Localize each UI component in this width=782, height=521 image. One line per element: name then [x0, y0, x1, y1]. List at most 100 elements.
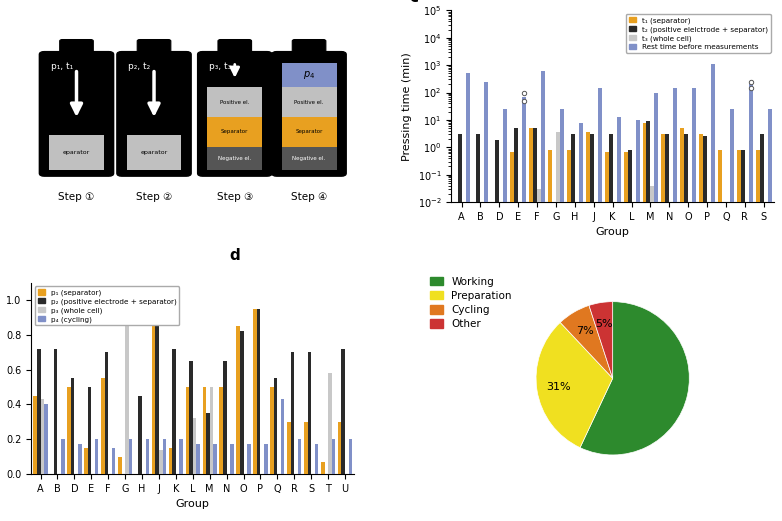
Text: eparator: eparator — [63, 150, 90, 155]
Bar — [737, 150, 741, 521]
Bar — [764, 202, 768, 521]
Bar — [282, 87, 336, 117]
Bar — [71, 378, 74, 474]
Bar — [282, 64, 336, 87]
Text: Positive el.: Positive el. — [294, 100, 324, 105]
Bar — [457, 134, 461, 521]
Bar — [41, 399, 44, 474]
Text: p₄: p₄ — [283, 62, 292, 71]
Bar — [145, 439, 149, 474]
FancyBboxPatch shape — [218, 40, 252, 56]
Bar — [240, 331, 243, 474]
Text: Negative el.: Negative el. — [292, 156, 325, 161]
Bar — [125, 317, 129, 474]
Bar — [264, 444, 267, 474]
Bar — [491, 202, 495, 521]
Bar — [741, 150, 745, 521]
Bar — [159, 450, 163, 474]
Bar — [533, 128, 537, 521]
Bar — [608, 134, 612, 521]
Bar — [193, 418, 196, 474]
Bar — [37, 349, 41, 474]
Text: p₂, t₂: p₂, t₂ — [128, 62, 150, 71]
Bar — [163, 439, 166, 474]
Bar — [61, 439, 65, 474]
FancyBboxPatch shape — [198, 52, 272, 176]
Bar — [236, 326, 240, 474]
Bar — [206, 413, 210, 474]
X-axis label: Group: Group — [596, 227, 630, 237]
Bar — [567, 150, 571, 521]
Bar — [253, 308, 256, 474]
FancyBboxPatch shape — [272, 52, 346, 176]
Text: Step ③: Step ③ — [217, 192, 253, 203]
Bar — [552, 202, 556, 521]
Bar — [169, 448, 172, 474]
Bar — [95, 439, 99, 474]
Bar — [579, 122, 583, 521]
Bar — [156, 321, 159, 474]
Point — [744, 83, 757, 92]
FancyBboxPatch shape — [137, 40, 170, 56]
X-axis label: Group: Group — [176, 500, 210, 510]
Bar — [537, 189, 541, 521]
Bar — [207, 87, 262, 117]
FancyBboxPatch shape — [292, 40, 326, 56]
Text: Separator: Separator — [296, 129, 323, 134]
Wedge shape — [560, 305, 612, 378]
Bar — [179, 439, 183, 474]
Bar — [44, 404, 48, 474]
Bar — [476, 134, 480, 521]
Bar — [500, 202, 504, 521]
Bar — [282, 117, 336, 146]
Bar — [699, 134, 703, 521]
Bar — [220, 387, 223, 474]
Bar — [511, 152, 515, 521]
Bar — [571, 134, 575, 521]
Bar — [745, 202, 749, 521]
Bar — [342, 349, 345, 474]
Bar — [480, 202, 484, 521]
Bar — [118, 457, 121, 474]
Bar — [484, 82, 489, 521]
Legend: p₁ (separator), p₂ (positive electrode + separator), p₃ (whole cell), p₄ (cyclin: p₁ (separator), p₂ (positive electrode +… — [35, 286, 179, 326]
Text: Positive el.: Positive el. — [220, 100, 249, 105]
Bar — [84, 448, 88, 474]
Bar — [726, 202, 730, 521]
Bar — [207, 117, 262, 146]
Bar — [617, 117, 621, 521]
Bar — [78, 444, 81, 474]
Bar — [465, 73, 469, 521]
Bar — [662, 134, 665, 521]
Bar — [291, 352, 294, 474]
Bar — [495, 140, 500, 521]
Text: 5%: 5% — [595, 319, 613, 329]
Bar — [548, 150, 552, 521]
Bar — [189, 361, 193, 474]
Bar — [112, 448, 115, 474]
Bar — [256, 308, 260, 474]
Bar — [529, 128, 533, 521]
Bar — [718, 150, 722, 521]
Bar — [332, 439, 335, 474]
Bar — [321, 462, 325, 474]
Bar — [711, 64, 715, 521]
Bar — [328, 373, 332, 474]
Bar — [673, 88, 677, 521]
Text: 31%: 31% — [546, 382, 571, 392]
Text: c: c — [409, 0, 418, 5]
Point — [518, 89, 530, 97]
Bar — [127, 135, 181, 170]
Bar — [586, 132, 590, 521]
Bar — [597, 88, 601, 521]
Legend: Working, Preparation, Cycling, Other: Working, Preparation, Cycling, Other — [426, 272, 516, 333]
Text: p₁, t₁: p₁, t₁ — [51, 62, 73, 71]
Bar — [172, 349, 176, 474]
Bar — [230, 444, 234, 474]
Bar — [722, 202, 726, 521]
Bar — [655, 93, 658, 521]
Bar — [632, 202, 636, 521]
Text: d: d — [229, 248, 240, 263]
Bar — [623, 152, 628, 521]
Bar — [647, 121, 651, 521]
